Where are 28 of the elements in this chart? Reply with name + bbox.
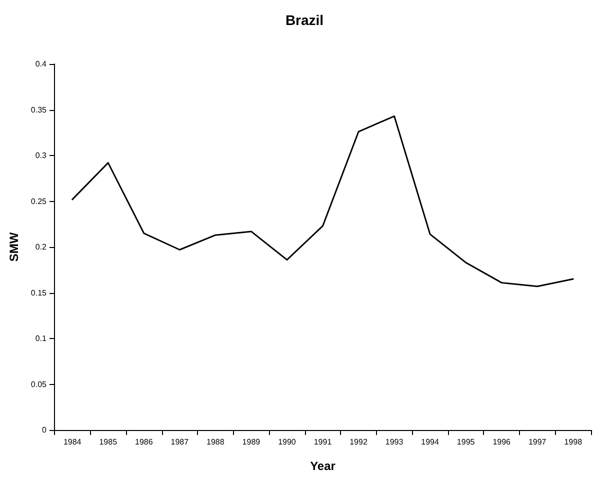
x-tick-label: 1993 (385, 438, 404, 446)
y-tick-label: 0.25 (30, 196, 48, 206)
x-tick-label: 1984 (63, 438, 82, 446)
x-tick-label: 1992 (350, 438, 368, 446)
y-tick-label: 0 (42, 426, 48, 434)
y-tick-label: 0.3 (35, 151, 48, 160)
x-tick-label: 1991 (314, 438, 332, 446)
y-tick-label: 0.35 (30, 105, 48, 114)
y-tick-label: 0.4 (35, 60, 48, 68)
x-tick-label: 1985 (99, 438, 118, 446)
x-tick-label: 1989 (242, 438, 261, 446)
y-tick-label: 0.2 (35, 242, 48, 252)
x-tick-label: 1995 (456, 438, 476, 446)
y-tick-label: 0.1 (35, 334, 48, 343)
y-tick-label: 0.05 (30, 380, 48, 389)
x-tick-label: 1987 (170, 438, 190, 446)
x-tick-label: 1990 (278, 438, 296, 446)
chart-title: Brazil (285, 12, 324, 28)
y-axis-title: SMW (7, 232, 21, 262)
x-tick-label: 1996 (492, 438, 512, 446)
x-tick-label: 1998 (564, 438, 583, 446)
y-tick-label: 0.15 (30, 288, 48, 298)
line-series (72, 115, 574, 288)
x-axis-title: Year (310, 459, 336, 473)
x-tick-label: 1986 (134, 438, 154, 446)
x-tick-label: 1997 (528, 438, 547, 446)
x-tick-label: 1988 (206, 438, 225, 446)
x-tick-label: 1994 (421, 438, 440, 446)
